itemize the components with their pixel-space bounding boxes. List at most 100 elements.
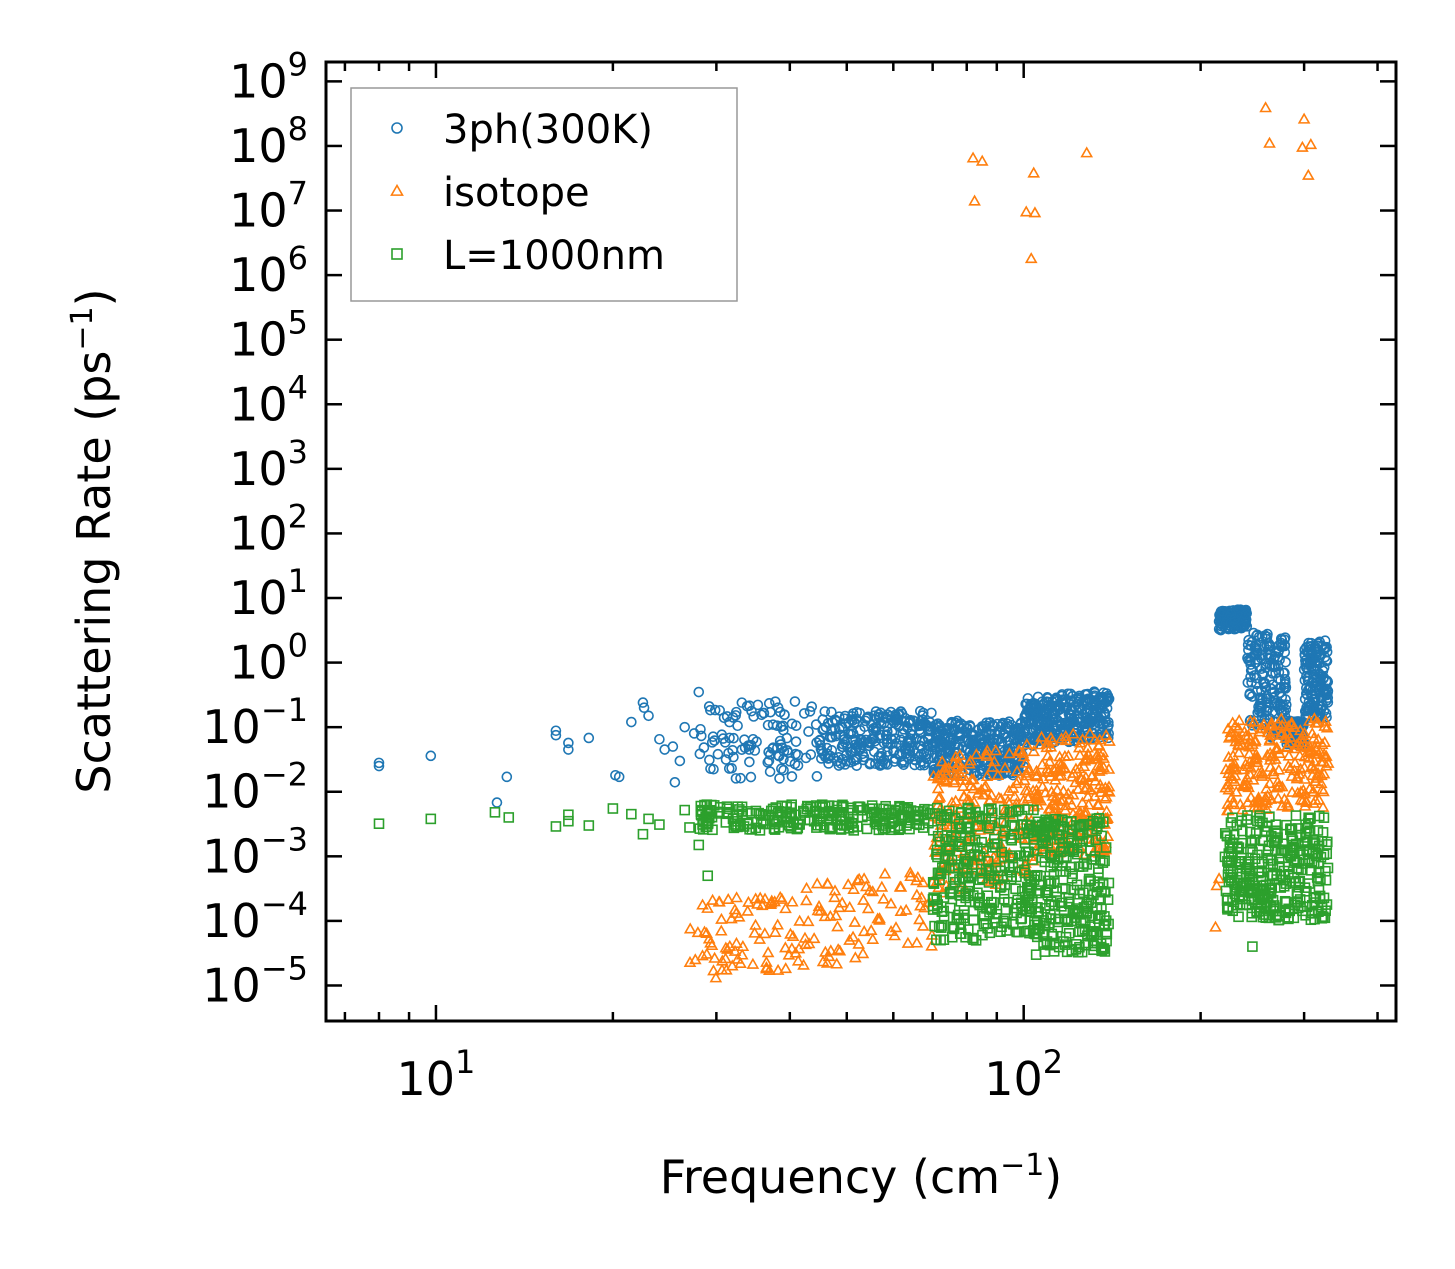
data-point [953,748,967,760]
data-point [932,830,944,842]
data-point [1096,945,1107,957]
data-point [1095,893,1106,904]
data-point [858,751,870,763]
data-point [974,874,985,886]
data-point [866,733,878,745]
data-point [637,828,649,840]
data-point [1040,741,1053,753]
data-point [944,862,955,874]
data-point [705,938,719,951]
data-point [962,803,973,815]
data-point [843,728,854,739]
data-point [1239,757,1252,769]
data-point [902,742,914,754]
data-point [1264,792,1278,804]
data-point [938,724,949,736]
data-point [1231,819,1243,831]
data-point [1238,725,1251,737]
data-point [1223,763,1237,775]
data-point [1312,825,1324,836]
data-point [845,756,857,768]
data-point [904,823,915,835]
data-point [1076,796,1089,808]
data-point [765,894,779,906]
data-point [550,729,562,741]
data-point [1038,786,1052,798]
data-point [1092,705,1103,717]
data-point [1072,946,1084,958]
data-point [1309,742,1323,754]
data-point [1265,887,1277,898]
data-point [1019,867,1031,879]
data-point [1290,810,1302,821]
data-point [893,824,904,836]
data-point [1283,868,1294,880]
data-point [563,809,574,821]
data-point [973,810,985,822]
data-point [882,709,893,720]
data-point [986,760,999,772]
data-point [1290,738,1304,750]
data-point [846,930,860,942]
data-point [1088,733,1102,745]
data-point [986,803,997,815]
data-point [1251,629,1263,641]
data-point [1294,793,1308,805]
data-point [862,711,874,723]
data-point [1024,252,1038,264]
data-point [939,732,951,743]
data-point [905,714,916,726]
data-point [1225,772,1238,784]
data-point [1243,740,1256,752]
data-point [626,808,637,820]
data-point [989,744,1003,756]
data-point [1004,850,1016,861]
data-point [1227,894,1238,906]
data-point [1286,831,1298,842]
data-point [1247,715,1261,727]
data-point [1255,769,1269,781]
data-point [1242,858,1254,870]
data-point [894,904,908,917]
data-point [1311,732,1325,745]
data-point [989,917,1001,928]
data-point [956,779,970,792]
data-point [1308,712,1321,724]
data-point [1272,763,1286,775]
data-point [968,905,979,917]
y-tick-label: 100 [229,627,308,690]
data-point [1298,849,1309,860]
data-point [987,755,1001,767]
data-point [828,884,842,896]
data-point [607,803,619,814]
y-tick-label: 103 [229,433,308,496]
data-point [1264,811,1275,823]
data-point [763,963,776,975]
data-point [968,914,979,926]
data-point [715,963,729,975]
data-point [752,699,764,711]
data-point [1045,785,1058,797]
data-point [669,777,681,788]
data-point [814,734,826,746]
data-point [1310,769,1324,781]
data-point [1304,138,1318,150]
data-point [1060,866,1072,877]
y-tick-label: 107 [229,175,308,238]
data-point [1063,896,1074,908]
data-point [706,737,718,748]
data-point [1271,775,1285,787]
data-point [1022,790,1036,802]
data-point [1312,793,1326,805]
data-point [1051,891,1062,903]
data-point [886,734,898,745]
data-point [1010,883,1021,895]
data-point [845,714,857,725]
data-point [879,822,891,834]
data-point [793,914,806,926]
data-point [811,771,823,782]
data-point [1079,805,1093,817]
data-point [1258,909,1270,920]
data-point [998,815,1010,827]
data-point [1092,738,1106,750]
